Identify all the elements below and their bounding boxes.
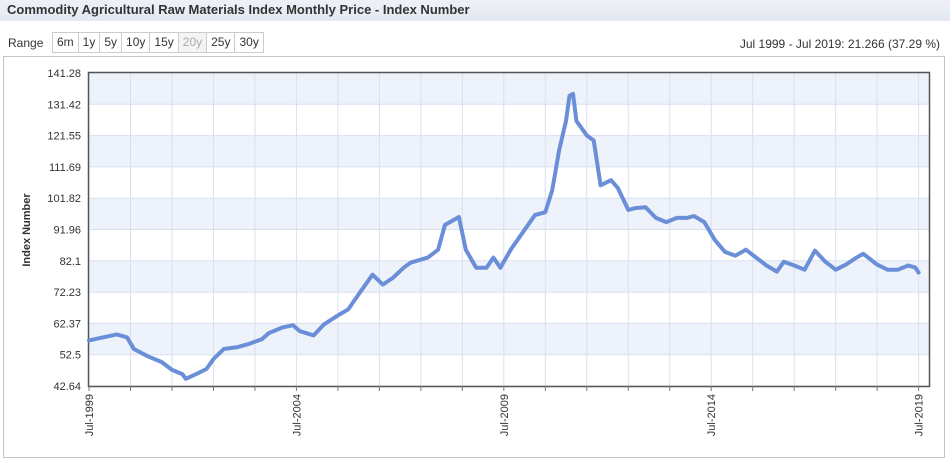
- title-bar: Commodity Agricultural Raw Materials Ind…: [0, 0, 950, 21]
- range-button[interactable]: 1y: [78, 32, 101, 53]
- range-button[interactable]: 10y: [122, 32, 151, 53]
- chart-title: Commodity Agricultural Raw Materials Ind…: [7, 2, 470, 17]
- range-button[interactable]: 30y: [235, 32, 264, 53]
- y-tick-label: 111.69: [49, 162, 81, 174]
- band: [89, 260, 929, 293]
- y-tick-label: 82.1: [60, 256, 81, 268]
- y-tick-label: 72.23: [53, 287, 81, 299]
- bands: [89, 73, 929, 355]
- range-button[interactable]: 5y: [100, 32, 123, 53]
- band: [89, 198, 929, 230]
- y-tick-label: 42.64: [53, 381, 81, 393]
- band: [89, 73, 929, 105]
- x-tick-label: Jul-2009: [499, 394, 511, 436]
- range-label: Range: [8, 36, 44, 50]
- grid: [88, 72, 929, 387]
- x-tick-label: Jul-2014: [706, 394, 718, 436]
- range-summary: Jul 1999 - Jul 2019: 21.266 (37.29 %): [739, 37, 940, 51]
- y-tick-label: 141.28: [47, 68, 81, 80]
- x-tick-label: Jul-2019: [914, 394, 926, 436]
- chart-frame: [3, 56, 945, 458]
- y-tick-label: 101.82: [47, 193, 81, 205]
- y-tick-label: 121.55: [47, 131, 81, 143]
- range-button[interactable]: 6m: [52, 32, 79, 53]
- x-tick-label: Jul-2004: [291, 394, 303, 436]
- range-buttons: 6m 1y 5y 10y 15y 20y 25y 30y: [52, 32, 264, 53]
- x-tick-label: Jul-1999: [84, 394, 96, 436]
- y-tick-label: 52.5: [60, 350, 81, 362]
- series-line: [87, 91, 921, 381]
- band: [89, 323, 929, 355]
- y-axis-label: Index Number: [21, 193, 33, 267]
- y-tick-label: 131.42: [47, 99, 81, 111]
- range-button[interactable]: 15y: [150, 32, 179, 53]
- y-tick-label: 62.37: [53, 318, 81, 330]
- range-button[interactable]: 20y: [178, 32, 208, 53]
- y-tick-label: 91.96: [53, 225, 81, 237]
- plot-border: [87, 71, 931, 388]
- range-button[interactable]: 25y: [207, 32, 236, 53]
- band: [89, 135, 929, 167]
